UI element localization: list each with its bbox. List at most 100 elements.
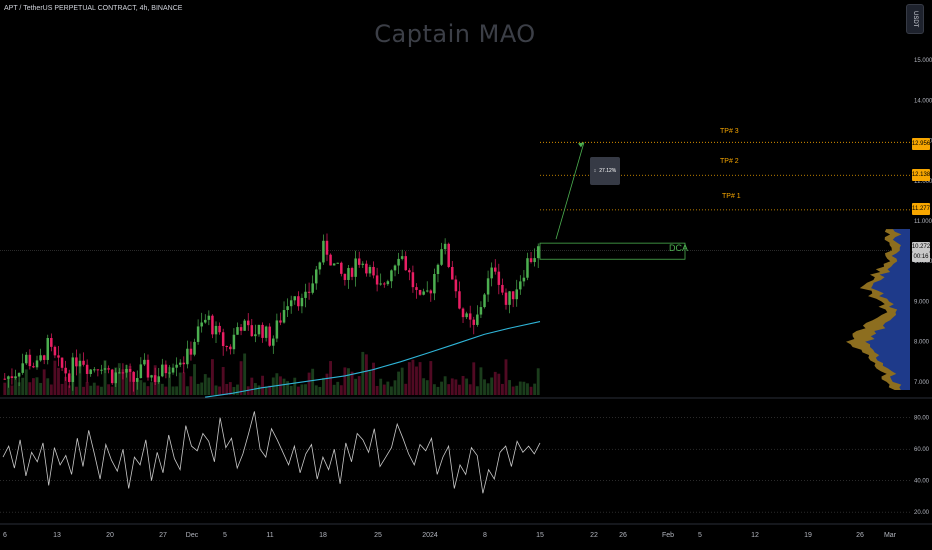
volume-bar [21,377,25,395]
candle-body [275,320,279,339]
volume-bar [160,383,164,395]
candle-body [175,364,178,368]
rsi-tick-label: 20.00 [914,510,930,516]
tp3-label: TP# 3 [720,128,739,135]
candle-body [390,270,393,282]
volume-bar [440,381,443,395]
volume-bar [125,364,128,395]
candle-body [236,327,239,335]
candle-body [286,306,289,311]
time-tick-label: Mar [884,532,897,539]
volume-bar [379,378,383,395]
volume-bar [239,361,243,395]
candle-body [246,320,250,326]
time-tick-label: 5 [223,532,227,539]
candle-body [529,258,533,263]
volume-bar [450,378,454,395]
candle-body [479,307,483,315]
volume-bar [157,381,161,395]
candle-body [75,357,78,367]
countdown-tag: 00:16 [912,252,930,262]
volume-bar [243,353,247,395]
candle-body [397,258,400,266]
candle-body [372,266,375,276]
volume-bar [364,354,368,395]
candle-body [107,368,110,370]
candle-body [157,376,160,382]
volume-bar [468,384,472,395]
candle-body [93,369,96,371]
candle-body [39,355,42,361]
volume-bar [339,385,343,395]
time-tick-label: 2024 [422,532,438,539]
candle-body [497,271,501,285]
candle-body [443,243,447,250]
tp3-price-tag: 12.956 [912,138,930,150]
candle-body [465,313,468,318]
time-tick-label: 11 [266,532,273,539]
volume-bar [375,385,379,395]
candle-body [318,262,322,270]
candle-body [89,369,92,374]
candle-body [168,372,171,374]
measure-tooltip: ↕ 27.12% [590,157,620,185]
volume-bar [53,360,57,395]
candle-body [422,291,425,295]
candle-body [297,296,300,307]
candle-body [436,264,440,275]
y-tick-label: 7.000 [914,380,930,386]
candle-body [279,320,282,323]
volume-bar [82,386,85,395]
candle-body [110,369,114,384]
candle-body [375,275,379,285]
currency-button[interactable]: USDT [906,4,924,34]
volume-bar [42,369,46,395]
time-tick-label: 27 [159,532,167,539]
candle-body [300,297,304,307]
candle-body [25,354,28,364]
volume-bar [268,385,272,395]
volume-bar [382,384,386,395]
candle-body [357,258,361,265]
candle-body [515,289,518,300]
candle-body [365,263,368,274]
candle-body [225,346,229,348]
volume-bar [400,367,404,395]
candle-body [146,359,150,378]
volume-bar [361,351,365,395]
volume-bar [472,362,476,395]
volume-bar [526,383,529,395]
volume-bar [10,385,14,395]
tp2-label: TP# 2 [720,158,739,165]
volume-bar [293,377,297,395]
volume-bar [261,375,264,395]
candle-body [17,372,21,377]
volume-bar [146,386,150,395]
volume-bar [110,386,114,395]
volume-bar [418,362,422,395]
volume-bar [71,375,75,395]
volume-bar [296,386,300,395]
volume-bar [228,382,232,395]
volume-bar [200,382,204,395]
candle-body [186,348,189,365]
candle-body [250,325,254,337]
volume-bar [92,382,96,395]
volume-bar [443,376,447,395]
candle-body [458,291,461,309]
candle-body [519,281,522,290]
volume-bar [436,386,440,395]
volume-bar [461,375,465,395]
candle-body [429,290,433,294]
volume-bar [150,382,154,395]
volume-bar [182,372,186,395]
candle-body [433,274,436,294]
volume-bar [3,382,7,395]
volume-bar [35,377,39,395]
candle-body [42,355,46,360]
candle-body [171,367,175,373]
candle-body [272,338,275,346]
candle-body [314,269,318,284]
